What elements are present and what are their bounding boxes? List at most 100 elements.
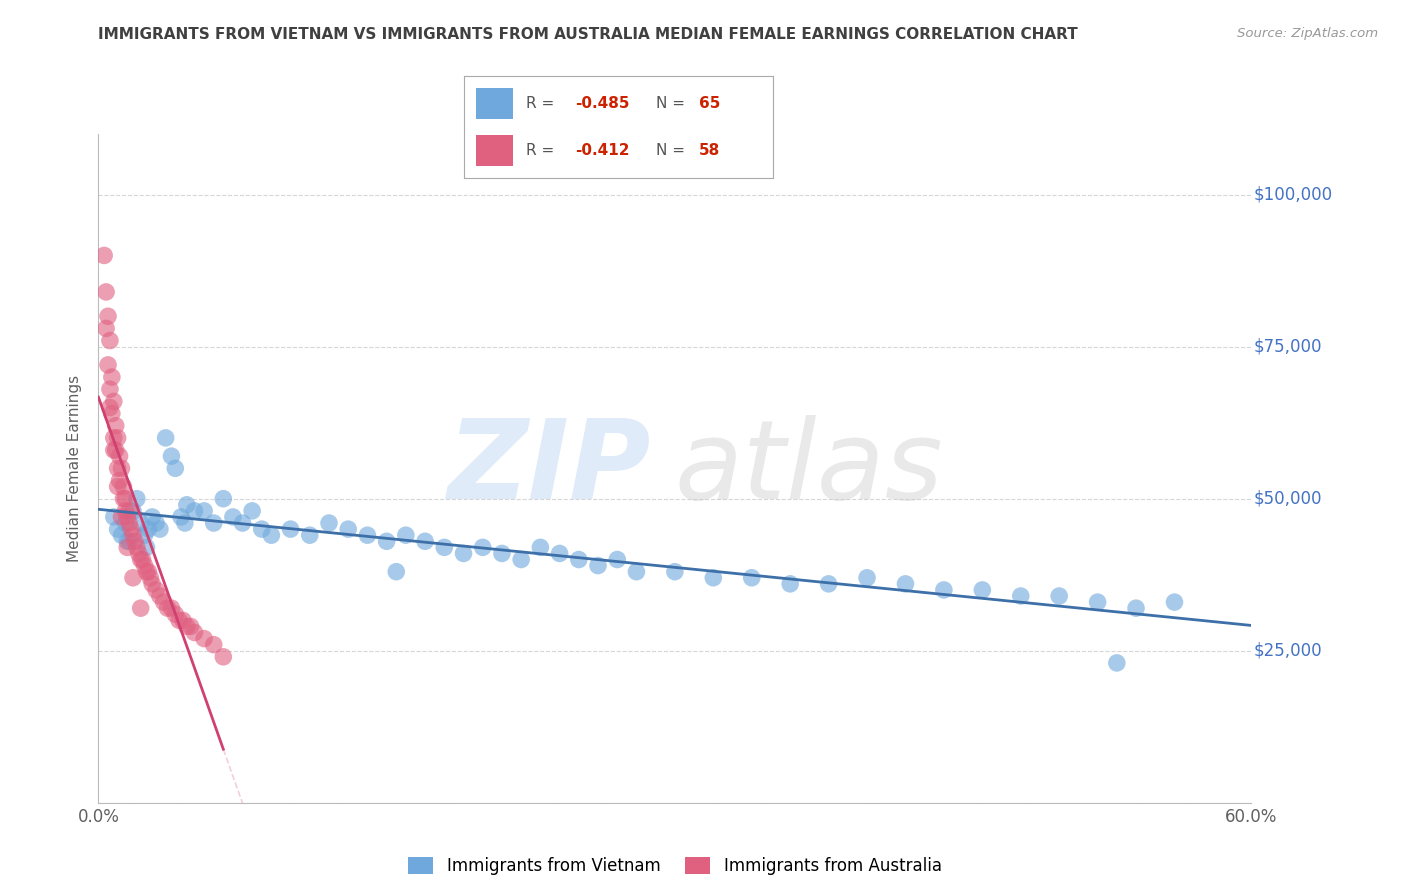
Bar — [477, 88, 513, 119]
Point — [356, 528, 378, 542]
Point — [129, 601, 152, 615]
Point — [165, 607, 187, 622]
Point — [1125, 601, 1147, 615]
Point — [174, 516, 197, 530]
Text: -0.412: -0.412 — [575, 144, 630, 158]
Point — [120, 522, 142, 536]
Point — [433, 541, 456, 555]
Point — [114, 504, 136, 518]
Point — [118, 516, 141, 530]
Point — [894, 577, 917, 591]
Point — [160, 601, 183, 615]
Point — [108, 449, 131, 463]
Point — [103, 394, 125, 409]
Point — [664, 565, 686, 579]
Point — [117, 541, 138, 555]
Point — [125, 491, 148, 506]
Point — [1087, 595, 1109, 609]
Text: $100,000: $100,000 — [1254, 186, 1333, 203]
Text: 65: 65 — [699, 96, 720, 111]
Point — [114, 516, 136, 530]
Text: ZIP: ZIP — [449, 415, 652, 522]
Point — [212, 491, 235, 506]
Point — [117, 534, 138, 549]
Point — [568, 552, 591, 566]
Point — [141, 510, 163, 524]
Point — [183, 504, 205, 518]
Point — [104, 418, 127, 433]
Point — [131, 552, 153, 566]
Point — [97, 358, 120, 372]
Point — [107, 461, 129, 475]
Point — [101, 407, 124, 421]
Point — [606, 552, 628, 566]
Point — [702, 571, 724, 585]
Point — [135, 565, 157, 579]
Text: IMMIGRANTS FROM VIETNAM VS IMMIGRANTS FROM AUSTRALIA MEDIAN FEMALE EARNINGS CORR: IMMIGRANTS FROM VIETNAM VS IMMIGRANTS FR… — [98, 27, 1078, 42]
Point — [112, 479, 135, 493]
Point — [93, 248, 115, 262]
Point — [118, 504, 141, 518]
Point — [176, 619, 198, 633]
Point — [193, 504, 215, 518]
Point — [395, 528, 418, 542]
Point — [103, 431, 125, 445]
Text: atlas: atlas — [675, 415, 943, 522]
Point — [972, 582, 994, 597]
Point — [110, 528, 132, 542]
Point — [138, 565, 160, 579]
Point — [107, 431, 129, 445]
Text: R =: R = — [526, 96, 554, 111]
Point — [110, 510, 132, 524]
Point — [172, 613, 194, 627]
Point — [298, 528, 321, 542]
Point — [94, 321, 117, 335]
Point — [129, 552, 152, 566]
Point — [453, 546, 475, 560]
Point — [139, 571, 162, 585]
Point — [155, 431, 177, 445]
Point — [240, 504, 263, 518]
Point — [779, 577, 801, 591]
Point — [491, 546, 513, 560]
Point — [101, 370, 124, 384]
Point — [856, 571, 879, 585]
Point — [212, 649, 235, 664]
Point — [176, 498, 198, 512]
Text: N =: N = — [655, 96, 685, 111]
Text: 58: 58 — [699, 144, 720, 158]
Point — [135, 541, 157, 555]
Point — [128, 546, 150, 560]
Point — [141, 577, 163, 591]
Point — [117, 510, 138, 524]
Point — [231, 516, 254, 530]
Point — [103, 510, 125, 524]
Point — [149, 522, 172, 536]
Point — [1105, 656, 1128, 670]
Point — [134, 528, 156, 542]
Point — [202, 516, 225, 530]
Bar — [477, 136, 513, 166]
Point — [1010, 589, 1032, 603]
Point — [529, 541, 551, 555]
Point — [138, 522, 160, 536]
Point — [149, 589, 172, 603]
Point — [118, 534, 141, 549]
Point — [932, 582, 955, 597]
Text: $50,000: $50,000 — [1254, 490, 1322, 508]
Point — [108, 474, 131, 488]
Point — [250, 522, 273, 536]
Point — [98, 334, 121, 348]
Point — [183, 625, 205, 640]
Text: Source: ZipAtlas.com: Source: ZipAtlas.com — [1237, 27, 1378, 40]
Point — [112, 491, 135, 506]
Point — [145, 516, 167, 530]
Point — [107, 479, 129, 493]
Point — [98, 382, 121, 396]
Point — [94, 285, 117, 299]
Point — [385, 565, 408, 579]
Point — [129, 516, 152, 530]
Point — [1047, 589, 1070, 603]
Legend: Immigrants from Vietnam, Immigrants from Australia: Immigrants from Vietnam, Immigrants from… — [402, 850, 948, 881]
Point — [165, 461, 187, 475]
